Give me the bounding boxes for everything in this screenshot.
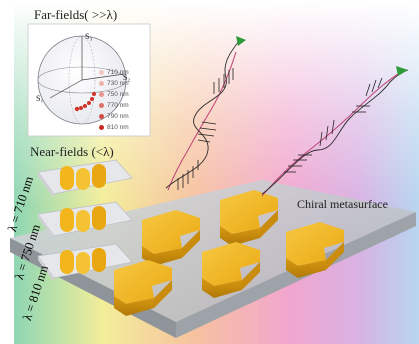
near-field-cards — [37, 159, 133, 282]
legend-label: 710 nm — [107, 69, 129, 76]
far-field-beam-right — [261, 66, 409, 197]
legend-dot — [99, 91, 104, 97]
legend-item: 790 nm — [99, 113, 129, 120]
legend-item: 770 nm — [99, 102, 129, 109]
legend-label: 750 nm — [107, 91, 129, 98]
legend-dot — [99, 69, 104, 75]
far-field-beam-left — [165, 36, 246, 191]
legend-item: 730 nm — [99, 80, 129, 87]
legend-item: 710 nm — [99, 69, 129, 76]
legend-label: 770 nm — [107, 102, 129, 109]
legend-label: 810 nm — [107, 124, 129, 131]
legend-dot — [99, 113, 104, 119]
poincare-sphere-inset — [27, 23, 151, 137]
axis-label-s2: S₂ — [123, 73, 131, 82]
legend-dot — [99, 80, 104, 86]
axis-label-s1: S₁ — [36, 94, 44, 103]
axis-label-s3: S₃ — [85, 32, 93, 41]
gold-particles — [114, 190, 344, 316]
legend-label: 730 nm — [107, 80, 129, 87]
legend-dot — [99, 102, 104, 108]
far-field-title: Far-fields( >>λ) — [34, 7, 118, 22]
legend-item: 810 nm — [99, 124, 129, 131]
legend-label: 790 nm — [107, 113, 129, 120]
near-field-title: Near-fields (<λ) — [30, 144, 114, 159]
legend-item: 750 nm — [99, 91, 129, 98]
legend-dot — [99, 124, 104, 130]
chiral-metasurface-label: Chiral metasurface — [297, 197, 388, 211]
